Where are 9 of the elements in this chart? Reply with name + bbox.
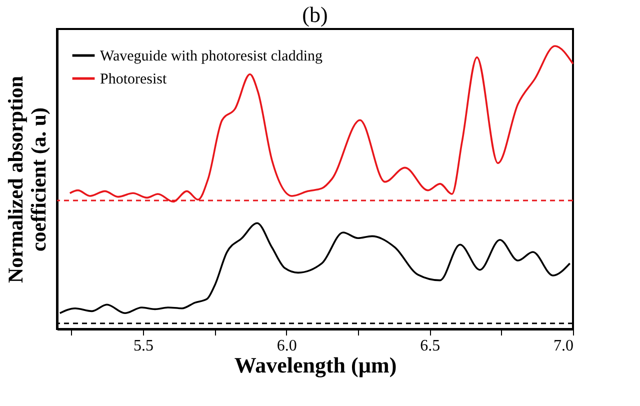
chart-title: (b) [302,2,328,27]
x-axis-title: Wavelength (µm) [234,352,397,378]
legend-label: Photoresist [100,72,168,88]
x-tick-label: 6.5 [420,338,440,354]
x-tick-label: 7.0 [554,338,574,354]
x-tick-label: 5.5 [134,338,154,354]
legend-label: Waveguide with photoresist cladding [100,48,323,64]
y-axis-title: Normalized absorption coefficient (a. u) [4,76,50,284]
x-tick-label: 6.0 [276,338,297,354]
